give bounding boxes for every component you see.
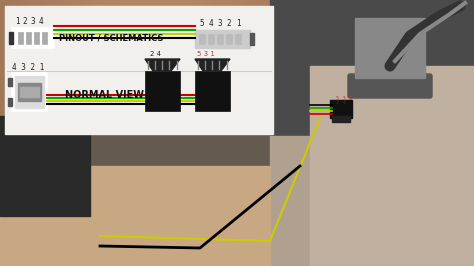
Bar [42,32,47,44]
Bar [355,18,425,78]
Bar [332,116,350,122]
Bar [195,71,230,111]
Text: 2: 2 [227,19,231,28]
FancyBboxPatch shape [348,74,432,98]
Text: 5 3 1: 5 3 1 [197,51,215,57]
Bar [226,34,232,44]
Bar [18,32,23,44]
Bar [0,166,270,266]
Text: 2: 2 [23,17,27,26]
Text: 5 3 1: 5 3 1 [336,96,352,101]
Bar [5,6,273,134]
Bar [15,76,44,108]
Polygon shape [145,59,180,71]
Bar [145,71,180,111]
Bar [9,32,13,44]
Bar [250,33,254,45]
Text: 4: 4 [209,19,213,28]
Text: 5: 5 [200,19,204,28]
Bar [235,34,241,44]
Text: 4 3 2 1: 4 3 2 1 [12,63,45,72]
Bar [8,98,12,106]
Bar [12,28,54,48]
Text: 3: 3 [31,17,35,26]
Bar [208,34,214,44]
Text: 2 4: 2 4 [336,100,346,105]
Bar [0,116,90,216]
Bar [20,87,39,97]
Text: 1: 1 [15,17,19,26]
Text: 4: 4 [39,17,43,26]
Polygon shape [195,59,230,71]
Text: 2 4: 2 4 [150,51,161,57]
Text: 1: 1 [236,19,240,28]
Bar [217,34,223,44]
Bar [270,0,474,136]
Bar [26,32,31,44]
Bar [199,34,205,44]
Bar [12,73,47,111]
Bar [270,136,474,266]
Text: PINOUT / SCHEMATICS: PINOUT / SCHEMATICS [59,34,164,43]
Text: 3: 3 [218,19,222,28]
Text: NORMAL VIEW: NORMAL VIEW [65,90,144,100]
Bar [18,83,41,101]
Bar [195,30,250,48]
Bar [330,100,352,118]
Bar [310,66,474,266]
Bar [8,78,12,86]
Bar [34,32,39,44]
